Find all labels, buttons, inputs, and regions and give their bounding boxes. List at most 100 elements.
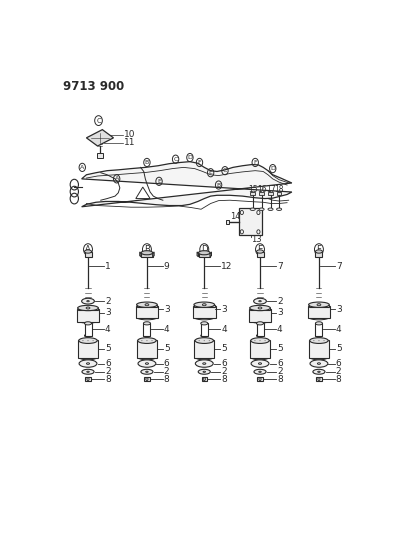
Ellipse shape [309, 314, 329, 320]
Ellipse shape [315, 322, 323, 325]
Ellipse shape [195, 360, 213, 367]
Ellipse shape [203, 363, 206, 365]
Ellipse shape [317, 363, 321, 365]
Ellipse shape [277, 208, 282, 211]
Ellipse shape [88, 340, 89, 341]
Text: 8: 8 [336, 375, 342, 384]
FancyBboxPatch shape [136, 306, 158, 318]
Ellipse shape [268, 208, 273, 211]
Ellipse shape [136, 302, 157, 308]
Text: 1: 1 [243, 222, 247, 228]
FancyBboxPatch shape [97, 154, 103, 158]
Ellipse shape [195, 338, 213, 343]
Text: A: A [85, 245, 91, 254]
Ellipse shape [85, 250, 92, 253]
Text: 14: 14 [230, 212, 240, 221]
Ellipse shape [249, 318, 270, 323]
FancyBboxPatch shape [250, 192, 255, 195]
FancyBboxPatch shape [268, 192, 273, 195]
FancyBboxPatch shape [201, 324, 208, 336]
Ellipse shape [202, 304, 206, 306]
FancyBboxPatch shape [85, 377, 91, 381]
Text: 2: 2 [105, 297, 111, 306]
Text: B: B [145, 160, 149, 165]
FancyBboxPatch shape [315, 324, 323, 336]
Ellipse shape [250, 208, 255, 211]
Text: 4: 4 [277, 325, 282, 334]
Ellipse shape [203, 371, 206, 373]
Ellipse shape [141, 369, 153, 374]
Text: 8: 8 [164, 375, 170, 384]
Text: 16: 16 [257, 185, 266, 195]
FancyBboxPatch shape [141, 253, 152, 257]
FancyBboxPatch shape [309, 305, 329, 307]
Ellipse shape [199, 251, 210, 255]
Ellipse shape [145, 304, 149, 306]
Ellipse shape [78, 305, 98, 311]
Ellipse shape [195, 354, 213, 360]
Text: 4: 4 [221, 325, 227, 334]
Text: 6: 6 [277, 359, 283, 368]
Text: C: C [223, 168, 227, 173]
Text: 12: 12 [221, 262, 233, 271]
Text: 8: 8 [221, 375, 227, 384]
Text: E: E [209, 170, 212, 175]
Ellipse shape [78, 318, 98, 323]
Ellipse shape [86, 363, 90, 365]
Text: 3: 3 [221, 305, 227, 314]
FancyBboxPatch shape [136, 305, 157, 307]
Ellipse shape [194, 314, 215, 320]
Ellipse shape [79, 360, 97, 367]
Text: 15: 15 [248, 185, 258, 195]
Ellipse shape [310, 338, 328, 343]
Ellipse shape [203, 378, 206, 381]
FancyBboxPatch shape [239, 208, 261, 235]
Ellipse shape [85, 322, 92, 325]
Ellipse shape [79, 354, 97, 360]
Ellipse shape [256, 250, 263, 253]
Ellipse shape [199, 340, 200, 341]
Text: D: D [270, 166, 275, 171]
Text: 8: 8 [277, 375, 283, 384]
Text: 9: 9 [164, 262, 170, 271]
Ellipse shape [82, 298, 95, 304]
Ellipse shape [92, 340, 94, 341]
Ellipse shape [249, 305, 270, 311]
Ellipse shape [259, 340, 261, 341]
Text: A: A [115, 176, 119, 181]
FancyBboxPatch shape [249, 309, 271, 322]
FancyBboxPatch shape [77, 309, 99, 322]
FancyBboxPatch shape [249, 308, 270, 310]
FancyBboxPatch shape [256, 252, 263, 257]
Ellipse shape [198, 369, 210, 374]
Ellipse shape [318, 371, 320, 373]
Text: 5: 5 [336, 344, 342, 353]
Ellipse shape [87, 301, 89, 302]
Ellipse shape [323, 340, 325, 341]
Text: 2: 2 [105, 367, 111, 376]
Text: 8: 8 [105, 375, 111, 384]
Ellipse shape [318, 340, 320, 341]
Ellipse shape [259, 378, 261, 381]
Text: 2: 2 [277, 367, 282, 376]
FancyBboxPatch shape [85, 324, 92, 336]
Text: D: D [187, 155, 192, 160]
Text: 7: 7 [336, 262, 342, 271]
FancyBboxPatch shape [194, 340, 214, 358]
Text: 4: 4 [164, 325, 169, 334]
FancyBboxPatch shape [194, 305, 215, 307]
Ellipse shape [313, 340, 314, 341]
Ellipse shape [79, 338, 97, 343]
Text: 11: 11 [124, 138, 136, 147]
Ellipse shape [141, 340, 143, 341]
Text: 3: 3 [336, 305, 342, 314]
FancyBboxPatch shape [277, 192, 282, 195]
Ellipse shape [313, 369, 325, 374]
Text: 1: 1 [105, 262, 111, 271]
Text: 3: 3 [164, 305, 170, 314]
Ellipse shape [145, 371, 148, 373]
Ellipse shape [259, 301, 261, 302]
Text: 6: 6 [336, 359, 342, 368]
FancyBboxPatch shape [201, 377, 207, 381]
Text: 7: 7 [277, 262, 283, 271]
